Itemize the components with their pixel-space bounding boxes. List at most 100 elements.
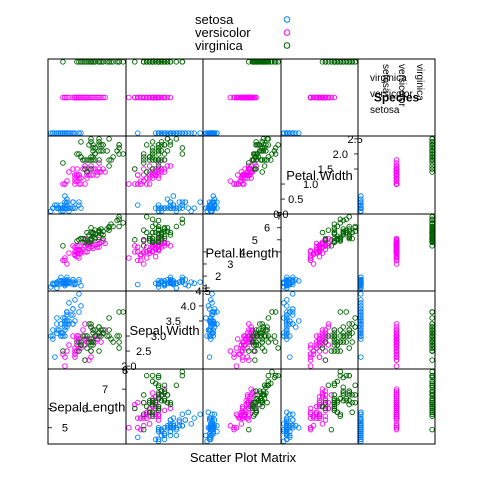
point-virginica bbox=[269, 369, 275, 375]
point-setosa bbox=[358, 430, 364, 437]
point-setosa bbox=[58, 130, 64, 136]
point-setosa bbox=[284, 415, 290, 421]
point-setosa bbox=[281, 130, 287, 136]
panel-Petal.Length-vs-Species bbox=[357, 213, 436, 292]
point-versicolor bbox=[245, 321, 252, 327]
point-versicolor bbox=[132, 94, 138, 101]
point-setosa bbox=[185, 205, 192, 211]
point-versicolor bbox=[227, 423, 234, 429]
point-virginica bbox=[343, 339, 349, 345]
point-setosa bbox=[358, 193, 364, 199]
point-virginica bbox=[429, 382, 435, 389]
panel-Species-vs-Sepal.Width bbox=[125, 58, 204, 137]
point-versicolor bbox=[393, 345, 400, 351]
panel-border-Sepal.Length bbox=[47, 290, 127, 370]
point-versicolor bbox=[132, 181, 138, 187]
diag-tick-label: 4 bbox=[240, 247, 246, 259]
point-versicolor bbox=[126, 424, 132, 431]
point-virginica bbox=[110, 154, 116, 160]
point-virginica bbox=[272, 151, 279, 157]
point-versicolor bbox=[126, 255, 132, 261]
point-versicolor bbox=[393, 172, 400, 178]
point-virginica bbox=[265, 339, 272, 345]
panel-Sepal.Width-vs-Petal.Width bbox=[280, 290, 359, 370]
point-setosa bbox=[290, 417, 296, 423]
point-virginica bbox=[149, 399, 156, 406]
point-versicolor bbox=[393, 348, 400, 354]
point-virginica bbox=[337, 216, 344, 223]
panel-Petal.Width-vs-Petal.Length bbox=[202, 135, 282, 215]
point-setosa bbox=[167, 428, 174, 435]
point-versicolor bbox=[253, 163, 259, 169]
point-virginica bbox=[106, 327, 112, 333]
point-versicolor bbox=[155, 411, 162, 417]
point-virginica bbox=[429, 392, 435, 398]
point-versicolor bbox=[393, 339, 400, 345]
point-virginica bbox=[86, 59, 92, 65]
point-versicolor bbox=[393, 411, 400, 417]
point-virginica bbox=[88, 157, 94, 163]
point-versicolor bbox=[393, 336, 400, 342]
point-setosa bbox=[206, 354, 213, 360]
panel-border-Sepal.Width bbox=[125, 58, 204, 137]
point-virginica bbox=[106, 59, 112, 65]
point-versicolor bbox=[331, 94, 338, 101]
panel-border-Species bbox=[357, 368, 436, 445]
point-virginica bbox=[334, 399, 341, 406]
point-virginica bbox=[429, 345, 435, 351]
point-virginica bbox=[257, 388, 263, 394]
point-setosa bbox=[70, 306, 76, 312]
point-virginica bbox=[337, 339, 344, 345]
point-setosa bbox=[287, 333, 293, 339]
point-setosa bbox=[284, 297, 290, 303]
point-virginica bbox=[140, 426, 147, 433]
point-versicolor bbox=[82, 321, 88, 327]
point-setosa bbox=[167, 205, 174, 211]
point-setosa bbox=[208, 130, 214, 136]
point-versicolor bbox=[325, 235, 332, 242]
point-virginica bbox=[340, 330, 347, 336]
point-setosa bbox=[62, 280, 68, 287]
point-versicolor bbox=[62, 94, 68, 101]
point-virginica bbox=[76, 348, 82, 354]
point-versicolor bbox=[249, 327, 256, 333]
point-virginica bbox=[325, 59, 332, 65]
point-setosa bbox=[358, 327, 364, 333]
point-virginica bbox=[334, 342, 341, 348]
point-virginica bbox=[104, 333, 110, 339]
point-virginica bbox=[140, 243, 147, 249]
point-versicolor bbox=[393, 333, 400, 339]
point-virginica bbox=[253, 327, 259, 333]
point-setosa bbox=[164, 280, 171, 287]
point-virginica bbox=[245, 160, 252, 166]
diag-tick-label: 1.0 bbox=[303, 179, 318, 191]
point-versicolor bbox=[325, 324, 332, 330]
point-virginica bbox=[161, 382, 168, 389]
point-virginica bbox=[253, 166, 259, 172]
point-setosa bbox=[176, 205, 183, 211]
point-setosa bbox=[170, 205, 177, 211]
point-setosa bbox=[62, 205, 68, 211]
point-virginica bbox=[80, 235, 86, 242]
point-versicolor bbox=[316, 348, 323, 354]
point-versicolor bbox=[393, 415, 400, 421]
point-setosa bbox=[135, 130, 141, 136]
point-versicolor bbox=[82, 94, 88, 101]
point-versicolor bbox=[72, 351, 78, 357]
point-virginica bbox=[120, 220, 126, 226]
point-versicolor bbox=[241, 94, 247, 101]
point-setosa bbox=[358, 208, 364, 214]
diag-tick-label: 5 bbox=[252, 235, 258, 247]
point-virginica bbox=[149, 413, 156, 419]
point-setosa bbox=[284, 421, 290, 427]
point-virginica bbox=[331, 342, 338, 348]
point-virginica bbox=[155, 384, 162, 390]
panel-border-Species bbox=[357, 290, 436, 370]
point-virginica bbox=[161, 388, 168, 394]
point-versicolor bbox=[243, 401, 250, 408]
point-versicolor bbox=[72, 252, 78, 259]
point-virginica bbox=[82, 333, 88, 339]
point-setosa bbox=[54, 130, 60, 136]
point-virginica bbox=[325, 227, 332, 233]
point-versicolor bbox=[393, 397, 400, 404]
